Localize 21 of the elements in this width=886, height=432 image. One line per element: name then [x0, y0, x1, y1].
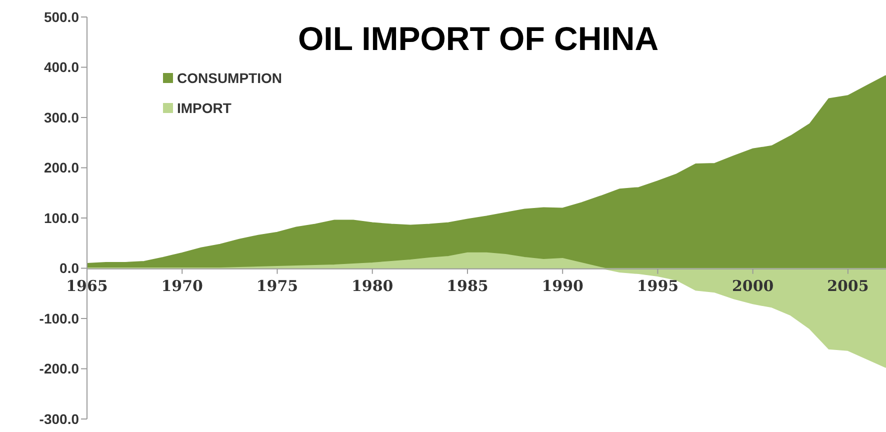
x-tick-label: 1975 [256, 276, 298, 295]
x-tick-label: 2000 [732, 276, 774, 295]
x-tick-label: 2005 [827, 276, 869, 295]
y-tick-label: 100.0 [44, 210, 80, 226]
x-tick-label: 1985 [446, 276, 488, 295]
y-tick-label: -200.0 [39, 360, 80, 377]
chart-title: OIL IMPORT OF CHINA [298, 20, 659, 58]
x-tick-label: 1990 [542, 276, 584, 295]
x-tick-label: 1995 [636, 276, 679, 295]
y-tick-label: 400.0 [44, 59, 80, 76]
y-tick-label: 200.0 [44, 160, 80, 176]
y-tick-label: 0.0 [60, 260, 80, 276]
x-tick-label: 1965 [66, 276, 108, 295]
y-tick-label: -100.0 [39, 310, 80, 326]
x-tick-label: 1970 [161, 276, 203, 295]
legend-label: CONSUMPTION [177, 70, 282, 86]
legend-label: IMPORT [177, 100, 232, 116]
y-tick-label: 500.0 [44, 8, 80, 25]
y-tick-label: -300.0 [39, 410, 80, 427]
y-tick-label: 300.0 [44, 109, 80, 126]
x-tick-label: 1980 [351, 276, 394, 295]
